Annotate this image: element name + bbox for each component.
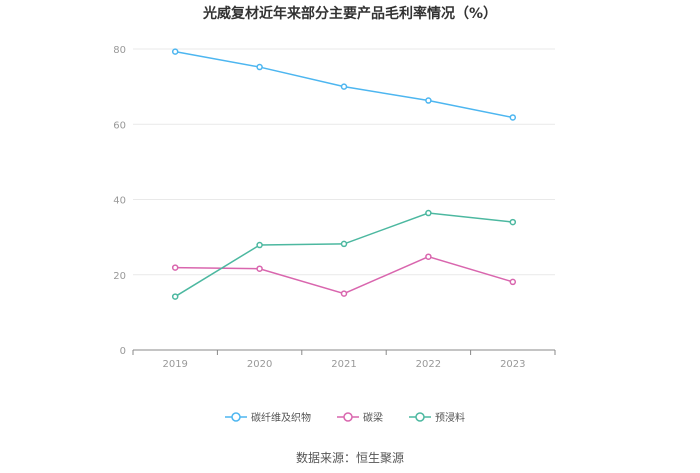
data-point[interactable] xyxy=(256,241,263,249)
data-point[interactable] xyxy=(256,265,263,272)
x-axis: 2019 2020 2021 2022 2023 xyxy=(132,349,556,370)
legend: 碳纤维及织物 碳梁 预浸料 xyxy=(225,411,465,424)
data-point[interactable] xyxy=(256,63,263,71)
data-point[interactable] xyxy=(509,114,517,121)
data-point[interactable] xyxy=(509,278,517,286)
data-point[interactable] xyxy=(509,218,517,226)
x-tick-label: 2023 xyxy=(500,359,525,370)
source-note: 数据来源：恒生聚源 xyxy=(296,450,404,465)
y-tick-label: 40 xyxy=(113,196,126,207)
legend-label: 预浸料 xyxy=(435,411,465,424)
data-point[interactable] xyxy=(171,48,179,55)
legend-label: 碳纤维及织物 xyxy=(251,411,311,424)
chart-title: 光威复材近年来部分主要产品毛利率情况（%） xyxy=(202,5,497,22)
data-point[interactable] xyxy=(425,97,432,104)
series-2 xyxy=(171,209,517,300)
series-group xyxy=(171,48,517,300)
x-tick-label: 2021 xyxy=(331,359,356,370)
legend-circle-marker xyxy=(231,412,241,422)
legend-item[interactable]: 碳梁 xyxy=(337,411,383,424)
data-point[interactable] xyxy=(425,253,432,260)
data-point[interactable] xyxy=(171,264,179,271)
y-axis-ticks: 0 20 40 60 80 xyxy=(113,45,126,357)
y-tick-label: 80 xyxy=(113,45,126,56)
y-tick-label: 0 xyxy=(120,346,126,357)
data-point[interactable] xyxy=(340,290,348,297)
x-tick-label: 2020 xyxy=(247,359,272,370)
series-0 xyxy=(171,48,517,121)
series-1 xyxy=(171,253,517,297)
data-point[interactable] xyxy=(171,293,179,300)
legend-label: 碳梁 xyxy=(363,411,383,424)
data-point[interactable] xyxy=(340,83,348,90)
y-tick-label: 60 xyxy=(113,120,126,131)
legend-item[interactable]: 碳纤维及织物 xyxy=(225,411,311,424)
data-point[interactable] xyxy=(340,240,348,248)
y-tick-label: 20 xyxy=(113,271,126,282)
legend-circle-marker xyxy=(343,412,353,422)
x-tick-label: 2019 xyxy=(162,359,187,370)
grid-lines xyxy=(133,48,555,276)
series-line xyxy=(174,212,513,298)
legend-item[interactable]: 预浸料 xyxy=(409,411,465,424)
legend-circle-marker xyxy=(415,412,425,422)
data-point[interactable] xyxy=(425,209,432,217)
x-tick-label: 2022 xyxy=(416,359,441,370)
